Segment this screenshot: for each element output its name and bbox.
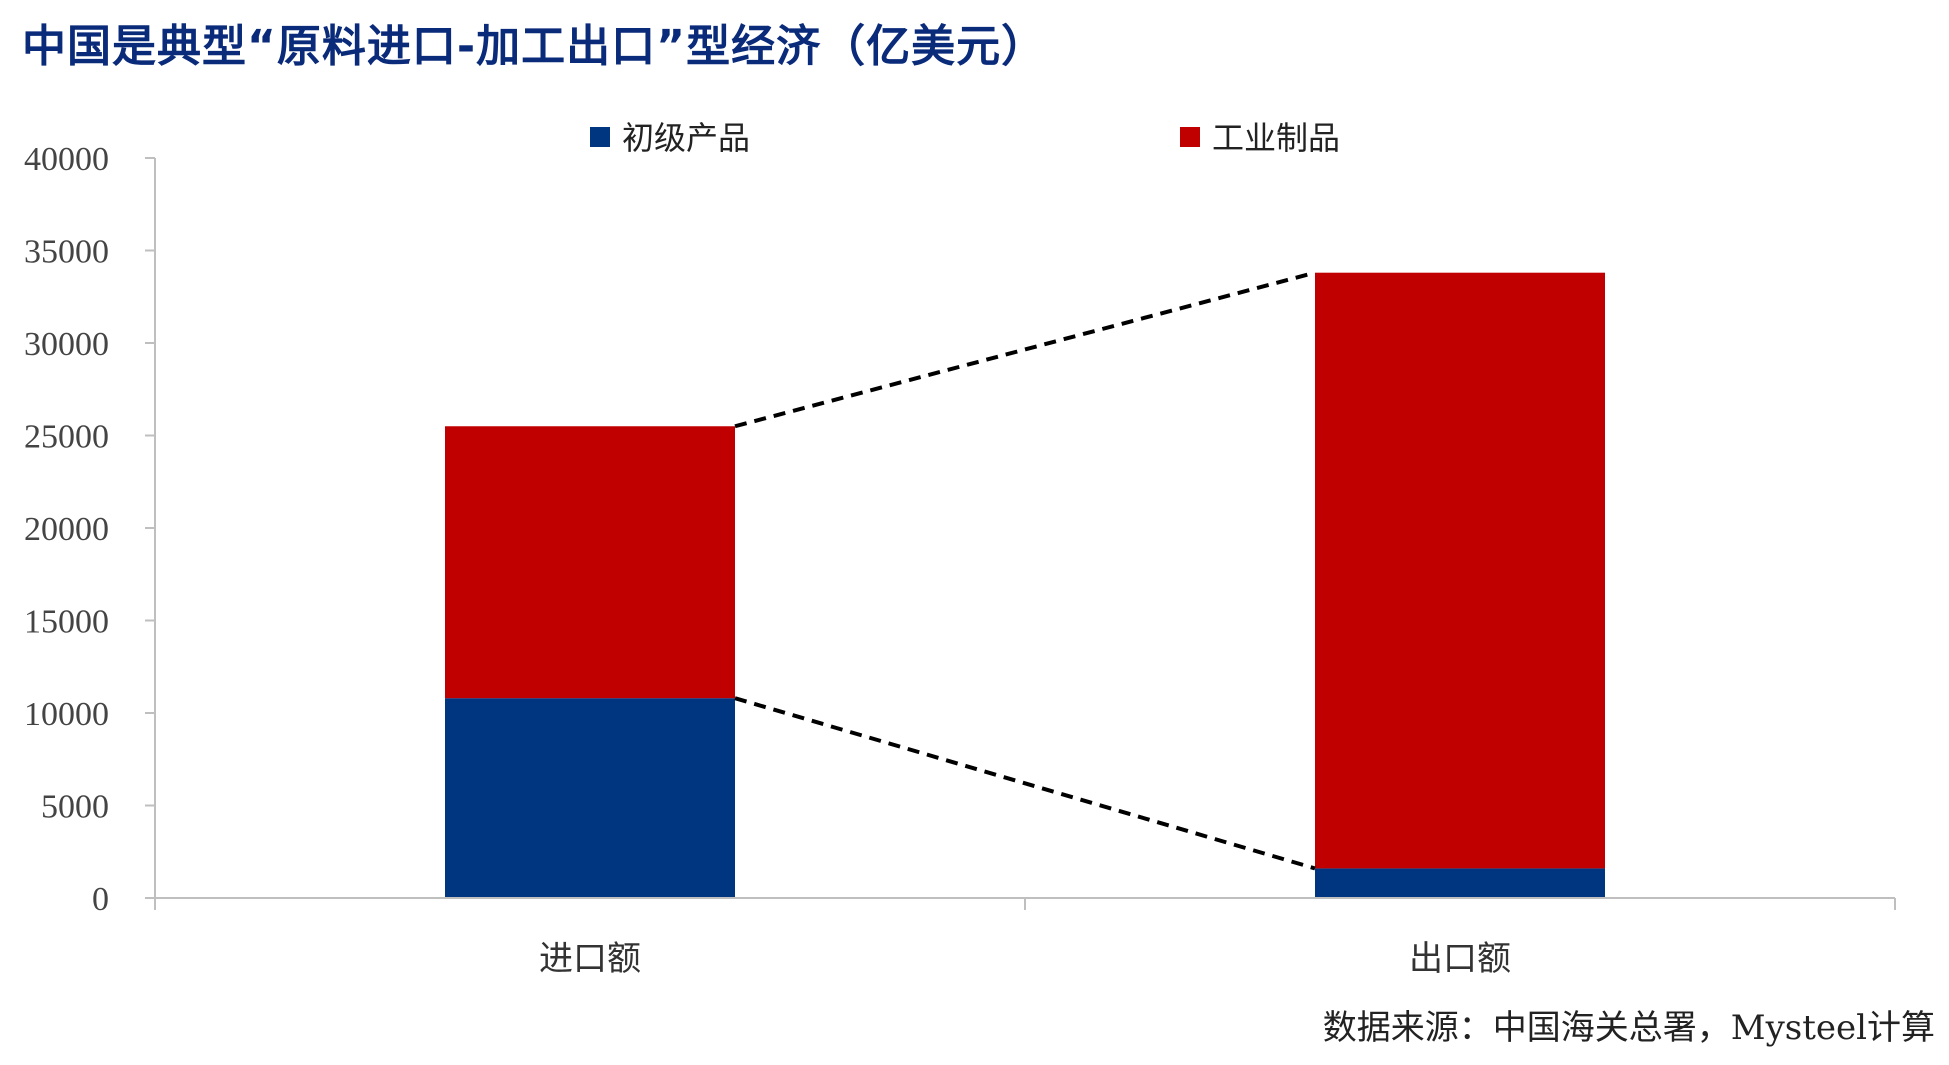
connector-line (734, 696, 1316, 871)
y-tick-label: 35000 (24, 234, 109, 271)
bar-segment (1315, 272, 1605, 869)
bars (445, 272, 1605, 898)
bar-segment (445, 698, 735, 898)
legend-swatch (590, 127, 610, 147)
y-tick-label: 40000 (24, 141, 109, 178)
source-note: 数据来源：中国海关总署，Mysteel计算 (1322, 1008, 1935, 1048)
chart-title: 中国是典型“原料进口-加工出口”型经济（亿美元） (22, 21, 1047, 72)
y-tick-label: 25000 (24, 419, 109, 456)
x-category-label: 进口额 (539, 939, 641, 979)
y-tick-label: 15000 (24, 604, 109, 641)
y-tick-label: 30000 (24, 326, 109, 363)
legend: 初级产品 工业制品 (590, 119, 1340, 157)
bar-segment (445, 426, 735, 699)
legend-label: 初级产品 (622, 119, 750, 157)
connector-line (734, 270, 1316, 429)
bar-segment (1315, 868, 1605, 898)
y-tick-label: 0 (92, 881, 109, 918)
y-tick-label: 20000 (24, 511, 109, 548)
legend-swatch (1180, 127, 1200, 147)
y-axis: 0 5000 10000 15000 20000 25000 30000 35000 40000 (24, 141, 156, 918)
connector-lines (734, 270, 1316, 871)
y-tick-label: 5000 (41, 789, 109, 826)
y-tick-label: 10000 (24, 696, 109, 733)
x-axis: 进口额 出口额 (154, 897, 1896, 979)
x-category-label: 出口额 (1409, 939, 1511, 979)
legend-label: 工业制品 (1212, 119, 1340, 157)
